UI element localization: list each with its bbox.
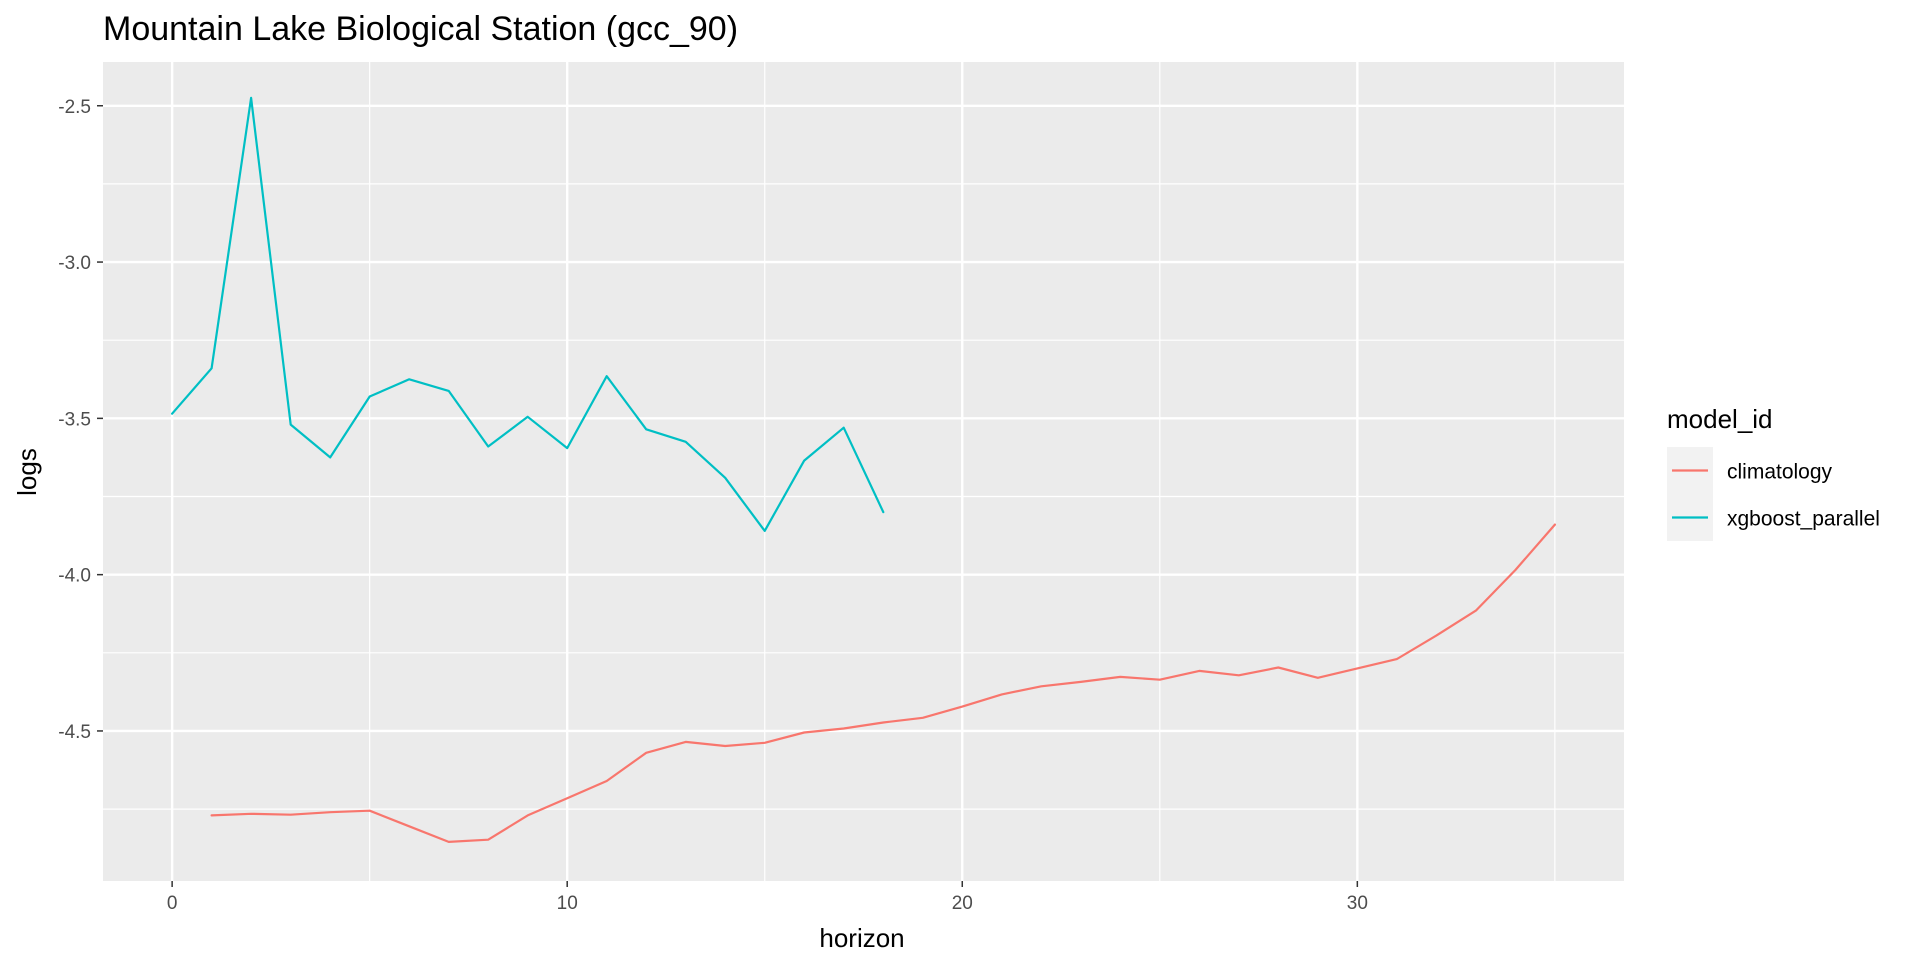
chart-title: Mountain Lake Biological Station (gcc_90… — [103, 10, 738, 48]
y-tick-label-3: -4.0 — [58, 566, 91, 587]
legend-label-xgboost_parallel: xgboost_parallel — [1727, 508, 1880, 531]
x-tick-label-0: 0 — [167, 893, 178, 914]
series-lines — [171, 96, 1557, 844]
x-tick-label-2: 20 — [952, 893, 973, 914]
y-tick-label-4: -4.5 — [58, 722, 91, 743]
y-axis: -2.5 -3.0 -3.5 -4.0 -4.5 — [58, 97, 103, 743]
y-tick-label-0: -2.5 — [58, 97, 91, 118]
x-tick-label-3: 30 — [1347, 893, 1368, 914]
series-line-xgboost_parallel — [171, 96, 885, 533]
y-axis-title: logs — [12, 448, 42, 496]
series-line-climatology — [210, 523, 1557, 844]
y-tick-label-1: -3.0 — [58, 253, 91, 274]
legend-title: model_id — [1667, 404, 1773, 434]
grid-minor — [103, 62, 1624, 881]
y-tick-label-2: -3.5 — [58, 409, 91, 430]
x-tick-label-1: 10 — [557, 893, 578, 914]
legend-label-climatology: climatology — [1727, 461, 1833, 484]
legend: model_id climatology xgboost_parallel — [1667, 404, 1880, 541]
x-axis-title: horizon — [819, 923, 904, 953]
x-axis: 0 10 20 30 — [167, 881, 1368, 914]
